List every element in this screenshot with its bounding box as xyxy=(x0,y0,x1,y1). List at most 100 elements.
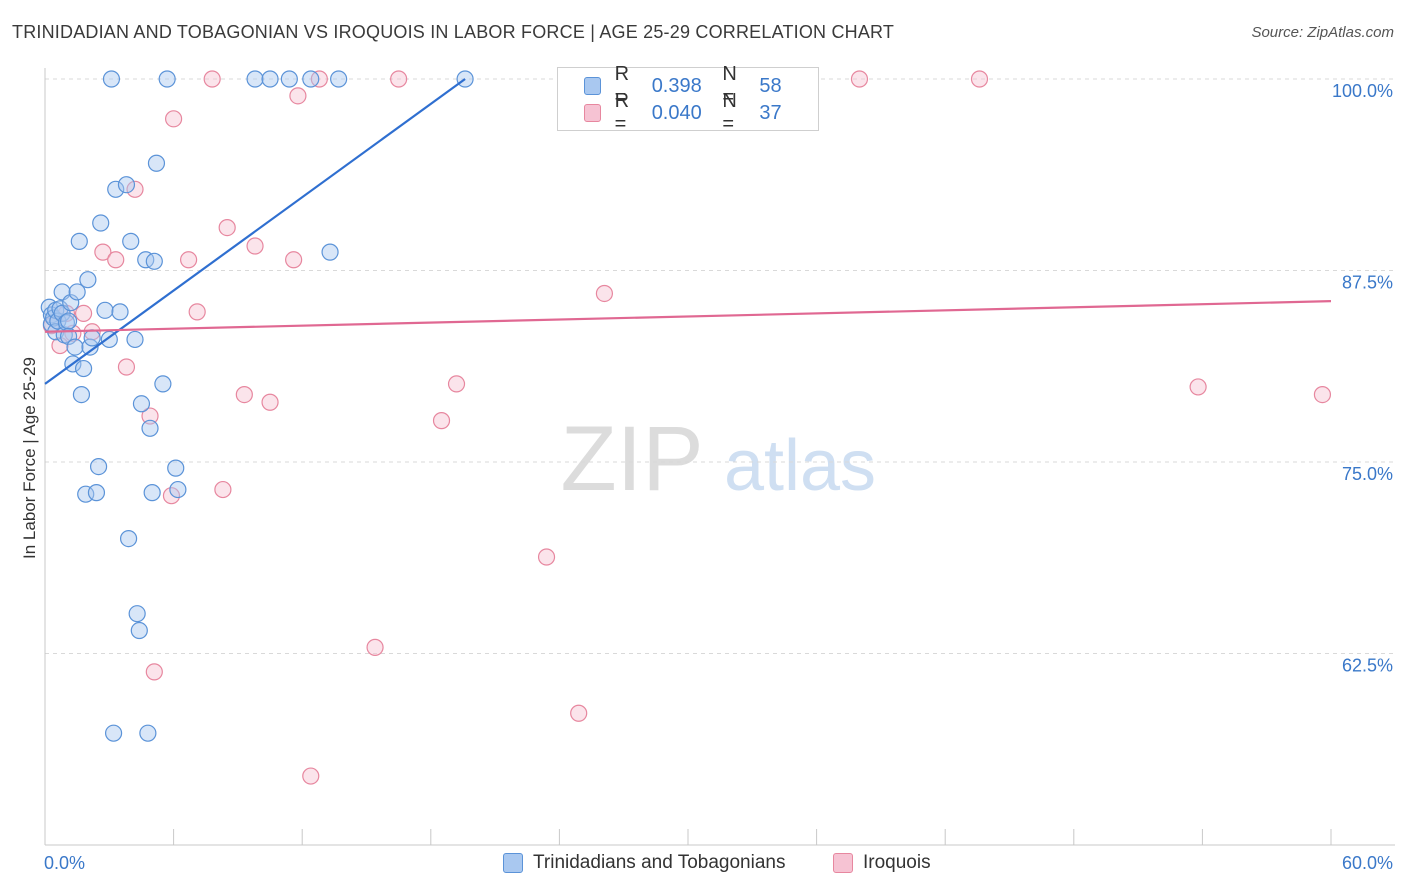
trinidadian-point xyxy=(122,232,140,250)
iroquois-point xyxy=(970,70,989,88)
trinidadian-point xyxy=(126,330,144,349)
trinidadian-point xyxy=(70,232,88,250)
legend-n-value: 37 xyxy=(759,101,782,124)
gridlines xyxy=(45,78,1395,654)
iroquois-point xyxy=(447,375,466,393)
iroquois-point xyxy=(537,548,556,566)
bottom-legend-label: Iroquois xyxy=(863,852,931,873)
iroquois-point xyxy=(595,284,614,303)
legend-r-label: R = xyxy=(614,90,630,135)
iroquois-point xyxy=(246,237,264,255)
iroquois-point xyxy=(285,251,303,269)
iroquois-point xyxy=(126,180,144,198)
iroquois-point xyxy=(850,70,869,88)
trinidadian-point xyxy=(68,283,86,301)
trinidadian-point xyxy=(147,154,166,172)
trinidadian-point xyxy=(107,180,125,198)
trinidadian-point xyxy=(132,395,151,413)
watermark-zip: ZIP xyxy=(560,408,703,510)
trinidadian-point xyxy=(119,529,138,548)
trinidadian-point xyxy=(302,70,320,88)
correlation-legend: R = 0.398 N = 58 R = 0.040 N = 37 xyxy=(557,63,819,135)
bottom-legend-trinidadian: Trinidadians and Tobagonians xyxy=(503,852,785,874)
iroquois-point xyxy=(218,219,236,237)
trinidadian-point xyxy=(137,251,155,269)
iroquois-point xyxy=(117,358,136,376)
watermark: ZIP atlas xyxy=(560,408,876,510)
trinidadian-point xyxy=(139,724,157,742)
y-tick-label: 87.5% xyxy=(1342,273,1393,293)
iroquois-point xyxy=(261,393,279,411)
legend-r-value: 0.040 xyxy=(651,101,702,124)
trinidadian-point xyxy=(130,621,148,640)
trinidadian-point xyxy=(321,243,339,261)
legend-n-label: N = xyxy=(722,63,737,108)
trinidadian-point xyxy=(87,484,106,502)
trinidadian-point xyxy=(66,338,84,356)
iroquois-point xyxy=(302,767,320,785)
trinidadian-point xyxy=(145,252,163,270)
source-label: Source: ZipAtlas.com xyxy=(1251,24,1394,41)
trinidadian-point xyxy=(141,419,159,437)
iroquois-point xyxy=(145,663,163,681)
iroquois-point xyxy=(203,70,221,88)
trinidadian-point xyxy=(117,176,136,194)
iroquois-point xyxy=(214,480,232,499)
x-tick-label: 0.0% xyxy=(44,853,85,873)
trinidadian-point xyxy=(89,457,108,476)
iroquois-point xyxy=(1189,378,1207,396)
iroquois-point xyxy=(107,251,125,269)
trinidadian-trend-line xyxy=(44,78,466,385)
trinidadian-point xyxy=(72,385,91,404)
iroquois-point xyxy=(570,704,588,722)
iroquois-point xyxy=(165,110,183,128)
legend-n-value: 58 xyxy=(759,74,782,97)
iroquois-point xyxy=(1313,385,1332,404)
tick-labels: 62.5% 75.0% 87.5% 100.0% 0.0% 60.0% xyxy=(44,81,1393,873)
legend-swatch-pink xyxy=(584,104,601,122)
y-tick-label: 75.0% xyxy=(1342,464,1393,484)
trinidadian-point xyxy=(79,271,97,289)
bottom-legend-iroquois: Iroquois xyxy=(833,852,931,874)
trinidadian-point xyxy=(92,214,110,232)
legend-r-value: 0.398 xyxy=(651,74,702,97)
trinidadian-point xyxy=(158,70,176,88)
legend-n-label: N = xyxy=(722,90,737,135)
iroquois-point xyxy=(188,303,206,321)
iroquois-points xyxy=(42,70,1332,785)
iroquois-point xyxy=(94,243,112,261)
trinidadian-point xyxy=(104,724,123,742)
legend-swatch-blue xyxy=(584,77,601,95)
trinidadian-point xyxy=(154,375,172,393)
iroquois-point xyxy=(162,487,181,505)
legend-row-trinidadian: R = 0.398 N = 58 xyxy=(584,63,818,108)
chart-title: TRINIDADIAN AND TOBAGONIAN VS IROQUOIS I… xyxy=(12,22,895,42)
trinidadian-point xyxy=(143,484,161,502)
trend-lines xyxy=(44,78,1332,385)
iroquois-point xyxy=(289,87,307,105)
trinidadian-points xyxy=(40,70,474,742)
legend-row-iroquois: R = 0.040 N = 37 xyxy=(584,90,818,135)
trinidadian-point xyxy=(102,70,121,88)
trinidadian-point xyxy=(169,480,187,499)
legend-r-label: R = xyxy=(614,63,630,108)
iroquois-point xyxy=(180,251,198,269)
trinidadian-point xyxy=(261,70,279,88)
iroquois-point xyxy=(366,638,384,656)
axes xyxy=(44,68,1395,846)
iroquois-trend-line xyxy=(44,300,1332,333)
y-tick-label: 62.5% xyxy=(1342,656,1393,676)
bottom-legend-swatch-blue xyxy=(503,853,523,873)
trinidadian-point xyxy=(330,70,348,88)
trinidadian-point xyxy=(74,359,93,378)
bottom-legend-label: Trinidadians and Tobagonians xyxy=(533,852,786,873)
trinidadian-point xyxy=(62,294,80,312)
watermark-atlas: atlas xyxy=(724,426,876,506)
trinidadian-point xyxy=(246,70,264,88)
iroquois-point xyxy=(390,70,408,88)
y-tick-label: 100.0% xyxy=(1332,81,1393,101)
trinidadian-point xyxy=(111,303,129,321)
bottom-legend-swatch-pink xyxy=(833,853,853,873)
trinidadian-point xyxy=(167,459,185,477)
